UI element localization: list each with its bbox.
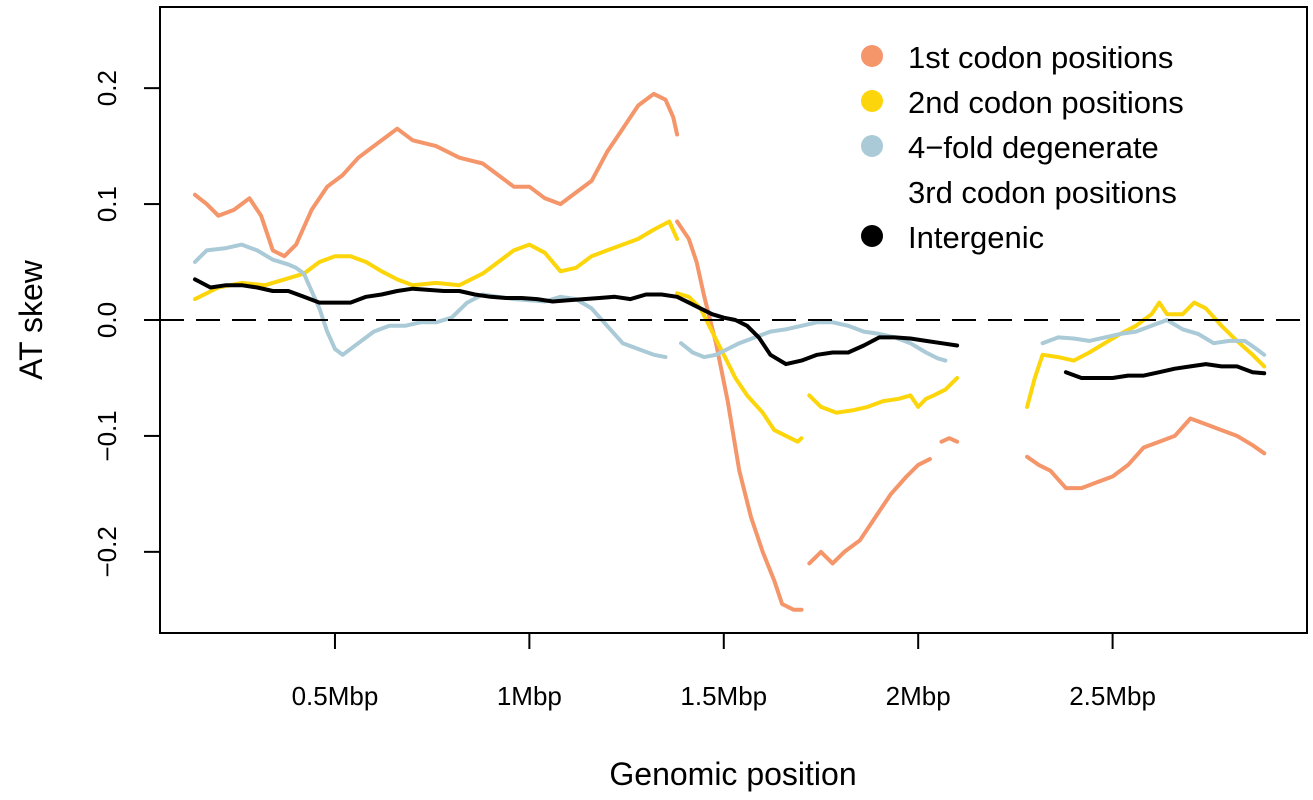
- series-segment: [193, 219, 680, 302]
- legend-label: 1st codon positions: [908, 40, 1173, 75]
- series-1st-codon-positions: [193, 91, 1267, 612]
- y-axis: 0.2 0.1 0.0 −0.1 −0.2: [92, 70, 160, 578]
- y-tick-label: 0.2: [92, 70, 122, 106]
- x-tick-label: 0.5Mbp: [292, 681, 379, 711]
- legend-marker: [861, 90, 883, 112]
- y-tick-label: −0.2: [92, 526, 122, 577]
- legend-marker: [861, 45, 883, 67]
- legend-label: 3rd codon positions: [908, 175, 1177, 210]
- series-segment: [807, 457, 932, 566]
- legend: 1st codon positions 2nd codon positions 4−…: [861, 40, 1184, 255]
- legend-label: 2nd codon positions: [908, 85, 1184, 120]
- series-segment: [807, 376, 960, 415]
- series-segment: [193, 91, 680, 259]
- series-4-fold-degenerate-3rd-codon-positions: [193, 242, 1267, 363]
- series-segment: [1025, 300, 1267, 409]
- series-segment: [193, 242, 668, 360]
- series-intergenic: [193, 277, 1267, 380]
- legend-marker: [861, 225, 883, 247]
- x-tick-label: 1.5Mbp: [680, 681, 767, 711]
- y-tick-label: 0.0: [92, 302, 122, 338]
- series-segment: [939, 436, 960, 444]
- series-segment: [1063, 362, 1267, 380]
- y-axis-label: AT skew: [13, 259, 49, 380]
- legend-label: 4−fold degenerate: [908, 130, 1159, 165]
- series-segment: [193, 277, 960, 367]
- series-segment: [675, 291, 804, 444]
- series-segment: [1040, 318, 1267, 357]
- x-axis: 0.5Mbp 1Mbp 1.5Mbp 2Mbp 2.5Mbp: [292, 633, 1156, 711]
- x-tick-label: 2.5Mbp: [1069, 681, 1156, 711]
- x-tick-label: 1Mbp: [497, 681, 562, 711]
- x-axis-label: Genomic position: [609, 756, 856, 792]
- y-tick-label: 0.1: [92, 186, 122, 222]
- x-tick-label: 2Mbp: [886, 681, 951, 711]
- legend-marker: [861, 135, 883, 157]
- series-segment: [1025, 416, 1267, 491]
- y-tick-label: −0.1: [92, 410, 122, 461]
- legend-label: Intergenic: [908, 220, 1044, 255]
- data-series-layer: [193, 91, 1267, 612]
- series-segment: [675, 219, 804, 612]
- series-segment: [679, 320, 948, 363]
